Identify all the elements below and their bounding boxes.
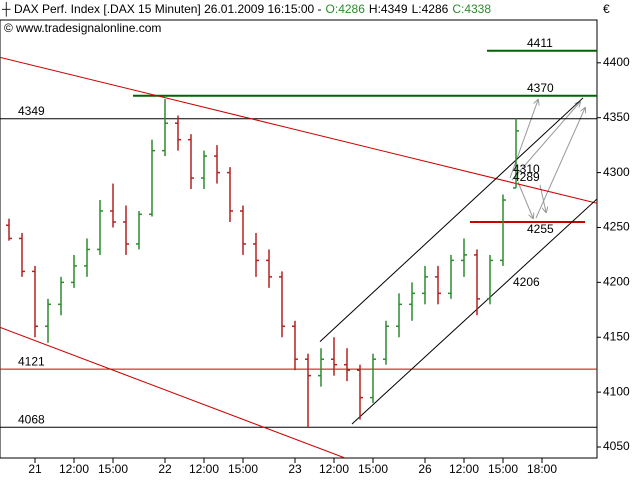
x-tick-label: 15:00 <box>358 462 388 476</box>
level-label: 4349 <box>18 104 45 118</box>
y-tick-label: 4400 <box>603 55 630 69</box>
y-tick-label: 4350 <box>603 110 630 124</box>
close-label: C:4338 <box>452 2 491 16</box>
x-tick-label: 12:00 <box>319 462 349 476</box>
x-tick-label: 12:00 <box>189 462 219 476</box>
plot-area <box>0 19 598 459</box>
header: DAX Perf. Index [.DAX 15 Minuten] 26.01.… <box>14 2 491 16</box>
high-label: H:4349 <box>369 2 408 16</box>
x-tick-label: 26 <box>418 462 432 476</box>
y-tick-label: 4050 <box>603 439 630 453</box>
trendline <box>319 97 584 343</box>
x-tick-label: 21 <box>28 462 42 476</box>
line-label: 4289 <box>513 170 540 184</box>
x-tick-label: 15:00 <box>488 462 518 476</box>
x-tick-label: 15:00 <box>228 462 258 476</box>
trendline <box>0 56 597 204</box>
y-tick-label: 4300 <box>603 165 630 179</box>
y-tick-label: 4100 <box>603 384 630 398</box>
level-label: 4068 <box>18 412 45 426</box>
y-tick-label: 4200 <box>603 275 630 289</box>
x-tick-label: 15:00 <box>98 462 128 476</box>
currency: € <box>603 2 610 16</box>
x-tick-label: 12:00 <box>449 462 479 476</box>
line-label: 4310 <box>513 162 540 176</box>
y-tick-label: 4250 <box>603 220 630 234</box>
x-tick-label: 22 <box>158 462 172 476</box>
x-tick-label: 23 <box>288 462 302 476</box>
header-icon: ┼ <box>1 2 11 17</box>
y-tick-label: 4150 <box>603 329 630 343</box>
source-icon: © <box>4 21 13 35</box>
projection-arrows <box>509 100 585 218</box>
trendline <box>351 198 597 425</box>
open-label: O:4286 <box>326 2 366 16</box>
plot-layer <box>0 49 597 458</box>
header-title: DAX Perf. Index [.DAX 15 Minuten] 26.01.… <box>14 2 322 16</box>
x-tick-label: 18:00 <box>527 462 557 476</box>
level-label: 4411 <box>527 36 553 50</box>
trendline <box>0 326 346 458</box>
level-label: 4121 <box>18 354 45 368</box>
level-label: 4255 <box>527 222 554 236</box>
low-label: L:4286 <box>412 2 449 16</box>
source: www.tradesignalonline.com <box>15 21 161 35</box>
line-label: 4206 <box>513 275 540 289</box>
level-label: 4370 <box>527 81 554 95</box>
x-tick-label: 12:00 <box>59 462 89 476</box>
